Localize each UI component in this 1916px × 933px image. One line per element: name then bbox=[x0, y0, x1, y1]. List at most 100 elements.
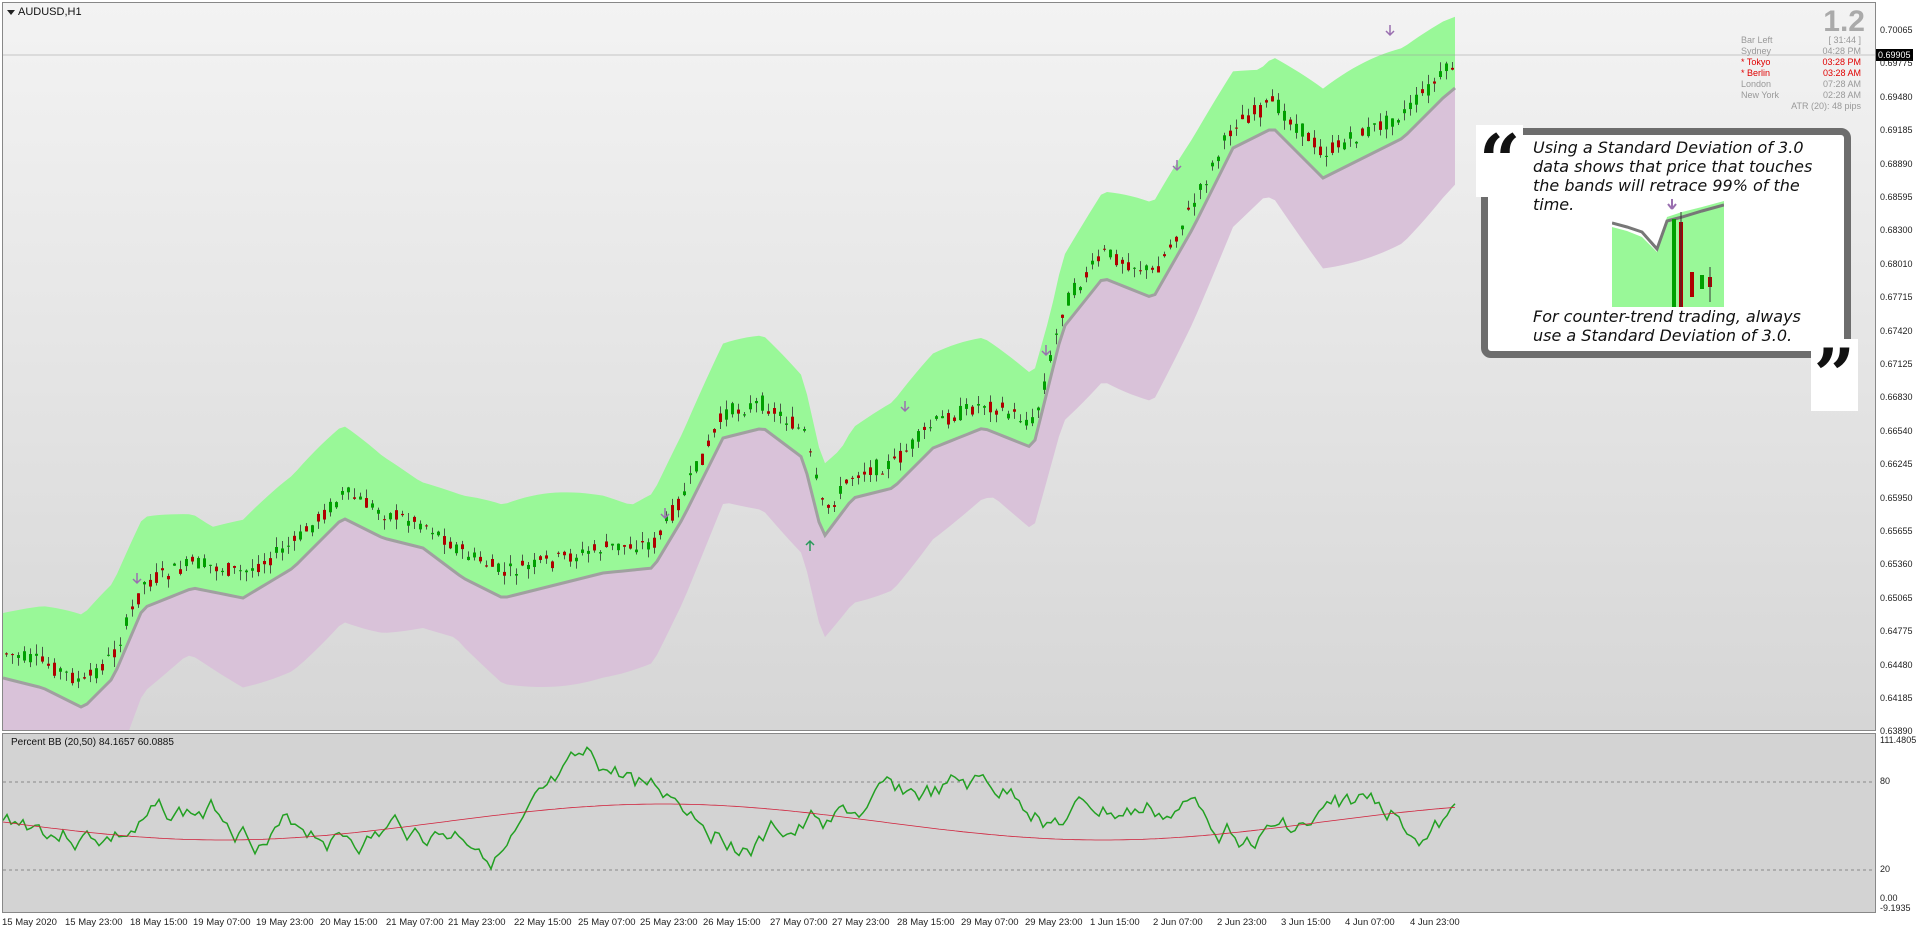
candle bbox=[911, 438, 914, 457]
symbol-header[interactable]: AUDUSD,H1 bbox=[7, 6, 82, 18]
candle bbox=[5, 652, 8, 657]
time-axis-label: 28 May 15:00 bbox=[897, 917, 955, 928]
time-axis-label: 27 May 23:00 bbox=[832, 917, 890, 928]
candle bbox=[1037, 406, 1040, 419]
candle bbox=[239, 564, 242, 581]
price-axis-label: 0.68300 bbox=[1880, 225, 1913, 236]
time-axis-label: 21 May 07:00 bbox=[386, 917, 444, 928]
candle bbox=[1043, 373, 1046, 395]
candle bbox=[839, 476, 842, 500]
candle bbox=[1325, 146, 1328, 167]
candle bbox=[419, 520, 422, 533]
candle bbox=[359, 492, 362, 500]
candle bbox=[437, 530, 440, 537]
arrow-down-icon bbox=[1172, 160, 1182, 172]
arrow-down-icon bbox=[1667, 199, 1677, 210]
candle bbox=[803, 426, 806, 433]
candle bbox=[623, 544, 626, 555]
candle bbox=[719, 406, 722, 429]
candle bbox=[257, 555, 260, 577]
indicator-axis[interactable]: 111.4805 80 20 0.00 -9.1935 bbox=[1876, 733, 1916, 913]
time-axis-label: 4 Jun 23:00 bbox=[1410, 917, 1460, 928]
indicator-window[interactable]: Percent BB (20,50) 84.1657 60.0885 bbox=[2, 733, 1876, 913]
time-axis-label: 26 May 15:00 bbox=[703, 917, 761, 928]
symbol-label: AUDUSD,H1 bbox=[18, 6, 82, 18]
candle bbox=[611, 543, 614, 551]
candle bbox=[143, 581, 146, 595]
candle bbox=[323, 503, 326, 524]
candle bbox=[293, 531, 296, 551]
candle bbox=[485, 560, 488, 568]
time-axis-label: 1 Jun 15:00 bbox=[1090, 917, 1140, 928]
candle bbox=[1253, 97, 1256, 121]
candle bbox=[1103, 245, 1106, 252]
indicator-label: Percent BB (20,50) 84.1657 60.0885 bbox=[11, 737, 174, 748]
candle bbox=[47, 656, 50, 669]
price-axis[interactable]: 0.69905 0.70065 0.69775 0.69480 0.69185 0.68… bbox=[1876, 2, 1916, 736]
candle bbox=[647, 538, 650, 558]
candle bbox=[863, 462, 866, 482]
candle bbox=[785, 416, 788, 431]
candle bbox=[527, 561, 530, 579]
candle bbox=[119, 637, 122, 653]
candle bbox=[1025, 411, 1028, 430]
clock-row-sydney: Sydney 04:28 PM bbox=[1741, 46, 1861, 56]
candle bbox=[449, 537, 452, 550]
time-axis-label: 3 Jun 15:00 bbox=[1281, 917, 1331, 928]
candle bbox=[1205, 180, 1208, 193]
candle bbox=[173, 562, 176, 566]
candle bbox=[1259, 102, 1262, 127]
candle bbox=[965, 398, 968, 416]
candle bbox=[1343, 138, 1346, 151]
arrow-down-icon bbox=[132, 573, 142, 585]
price-axis-label: 0.67420 bbox=[1880, 325, 1913, 336]
candle bbox=[1433, 77, 1436, 92]
candle bbox=[83, 672, 86, 680]
price-axis-label: 0.68595 bbox=[1880, 192, 1913, 202]
candle bbox=[1313, 130, 1316, 155]
candle bbox=[575, 554, 578, 569]
candle bbox=[935, 415, 938, 421]
candle bbox=[131, 599, 134, 617]
candle bbox=[1067, 291, 1070, 306]
candle bbox=[1217, 155, 1220, 169]
candle bbox=[479, 551, 482, 564]
candle bbox=[857, 471, 860, 485]
candle bbox=[731, 401, 734, 418]
candle bbox=[1391, 118, 1394, 136]
candle bbox=[605, 533, 608, 548]
triangle-down-icon[interactable] bbox=[7, 9, 15, 15]
quote-close-icon: ” bbox=[1810, 339, 1858, 411]
price-axis-label: 0.69185 bbox=[1880, 125, 1913, 136]
time-axis[interactable]: 15 May 2020 15 May 23:00 18 May 15:00 19 Ma… bbox=[0, 913, 1876, 933]
candle bbox=[335, 501, 338, 509]
clock-row-london: London 07:28 AM bbox=[1741, 79, 1861, 89]
candle bbox=[17, 652, 20, 666]
candle bbox=[455, 542, 458, 556]
percent-bb-line bbox=[3, 746, 1456, 871]
candle bbox=[947, 409, 950, 429]
candle bbox=[809, 448, 812, 457]
candle bbox=[53, 658, 56, 679]
candle bbox=[905, 443, 908, 453]
candle bbox=[881, 470, 884, 475]
candle bbox=[365, 489, 368, 508]
candle bbox=[1223, 132, 1226, 150]
candle bbox=[299, 524, 302, 542]
candle bbox=[215, 563, 218, 581]
price-axis-label: 0.66830 bbox=[1880, 392, 1913, 403]
candle bbox=[275, 537, 278, 559]
candle bbox=[209, 564, 212, 574]
candle bbox=[1301, 123, 1304, 146]
candle bbox=[401, 510, 404, 517]
percent-bb-plot bbox=[3, 746, 1875, 871]
candle bbox=[1001, 396, 1004, 412]
price-axis-label: 0.65950 bbox=[1880, 492, 1913, 503]
candle bbox=[1049, 350, 1052, 363]
time-axis-label: 25 May 23:00 bbox=[640, 917, 698, 928]
candle bbox=[269, 551, 272, 574]
clock-row-bar-left: Bar Left[ 31:44 ] bbox=[1741, 35, 1861, 45]
candle bbox=[461, 540, 464, 559]
candle bbox=[545, 550, 548, 564]
main-chart-window[interactable]: AUDUSD,H1 1.2 Bar Left[ 31:44 ] Sydney 04… bbox=[2, 2, 1876, 731]
